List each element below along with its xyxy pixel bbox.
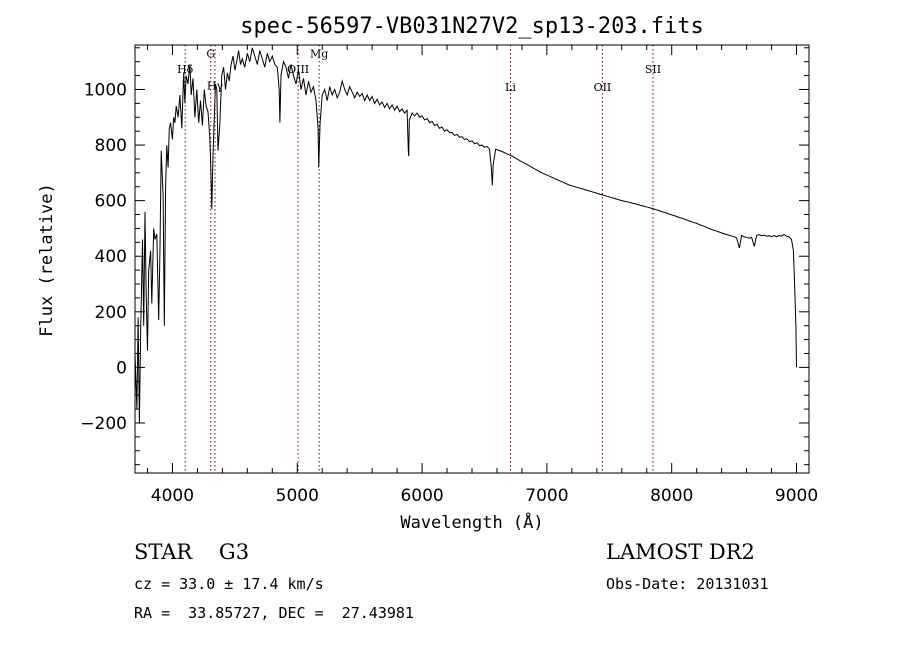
y-axis-label: Flux (relative) [37, 183, 57, 337]
x-tick-label: 6000 [400, 486, 443, 506]
observation-date: Obs-Date: 20131031 [606, 575, 769, 593]
survey-name: LAMOST DR2 [606, 540, 755, 564]
x-tick-label: 5000 [276, 486, 319, 506]
marker-label-g: G [206, 48, 215, 61]
marker-label-hδ: Hδ [177, 63, 194, 76]
y-tick-label: −200 [80, 414, 127, 434]
y-tick-label: 1000 [84, 80, 127, 100]
plot-frame [134, 44, 810, 474]
coordinates: RA = 33.85727, DEC = 27.43981 [134, 604, 414, 622]
y-tick-label: 800 [95, 136, 127, 156]
x-tick-label: 9000 [775, 486, 818, 506]
marker-label-li: Li [505, 81, 516, 94]
redshift-info: cz = 33.0 ± 17.4 km/s [134, 575, 324, 593]
y-tick-label: 200 [95, 303, 127, 323]
x-tick-label: 4000 [151, 486, 194, 506]
spectrum-series-line [134, 47, 797, 424]
y-tick-label: 0 [116, 358, 127, 378]
x-tick-label: 8000 [650, 486, 693, 506]
axis-ticks: 4000 5000 6000 7000 8000 9000 −200 0 200 400 600 80… [80, 45, 818, 506]
marker-label-mg: Mg [310, 48, 328, 61]
y-tick-label: 400 [95, 247, 127, 267]
x-axis-label: Wavelength (Å) [400, 511, 543, 533]
y-tick-label: 600 [95, 192, 127, 212]
x-tick-label: 7000 [525, 486, 568, 506]
object-class: STAR G3 [134, 540, 250, 564]
marker-label-oii: OII [594, 81, 612, 94]
chart-title: spec-56597-VB031N27V2_sp13-203.fits [240, 14, 704, 39]
marker-label-sii: SII [645, 63, 661, 76]
